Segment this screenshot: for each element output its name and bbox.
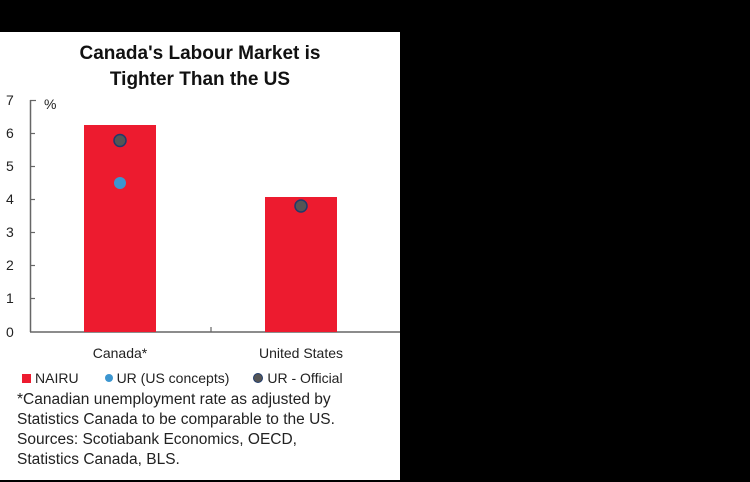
y-tick-4: 4 <box>6 191 14 207</box>
x-label-canada: Canada* <box>93 345 148 361</box>
sources-line: Sources: Scotiabank Economics, OECD, <box>17 431 297 448</box>
marker-canada-ur-us-concepts <box>114 177 126 189</box>
circle-swatch-icon <box>104 374 113 382</box>
marker-us-ur-official <box>294 199 308 213</box>
chart-title-line2: Tighter Than the US <box>109 69 291 90</box>
sources-line: Statistics Canada, BLS. <box>17 451 180 468</box>
square-swatch-icon <box>22 373 31 383</box>
legend: NAIRU UR (US concepts) UR - Official <box>22 370 359 386</box>
bar-canada-nairu <box>84 125 156 332</box>
y-ticks <box>30 99 212 332</box>
y-tick-1: 1 <box>6 290 14 306</box>
marker-canada-ur-official <box>113 133 127 148</box>
y-tick-0: 0 <box>6 324 14 340</box>
x-label-us: United States <box>259 345 343 361</box>
y-tick-6: 6 <box>6 125 14 141</box>
legend-item-ur-official: UR - Official <box>253 370 343 386</box>
y-tick-3: 3 <box>6 224 14 240</box>
footnote: *Canadian unemployment rate as adjusted … <box>17 390 407 470</box>
y-tick-2: 2 <box>6 257 14 273</box>
footnote-line: Statistics Canada to be comparable to th… <box>17 411 335 428</box>
y-unit-label: % <box>44 96 56 112</box>
circle-swatch-icon <box>253 373 264 383</box>
y-tick-5: 5 <box>6 158 14 174</box>
legend-label: UR - Official <box>267 370 343 386</box>
chart-title: Canada's Labour Market is Tighter Than t… <box>0 41 400 93</box>
plot-area: 7 6 5 4 3 2 1 0 % Canada* United States <box>6 92 400 361</box>
chart-title-line1: Canada's Labour Market is <box>79 43 321 64</box>
legend-label: NAIRU <box>35 370 79 386</box>
legend-item-nairu: NAIRU <box>22 370 79 386</box>
y-tick-7: 7 <box>6 92 14 108</box>
legend-item-ur-us-concepts: UR (US concepts) <box>104 370 230 386</box>
bar-us-nairu <box>265 197 337 332</box>
footnote-line: *Canadian unemployment rate as adjusted … <box>17 391 331 408</box>
legend-label: UR (US concepts) <box>116 370 230 386</box>
